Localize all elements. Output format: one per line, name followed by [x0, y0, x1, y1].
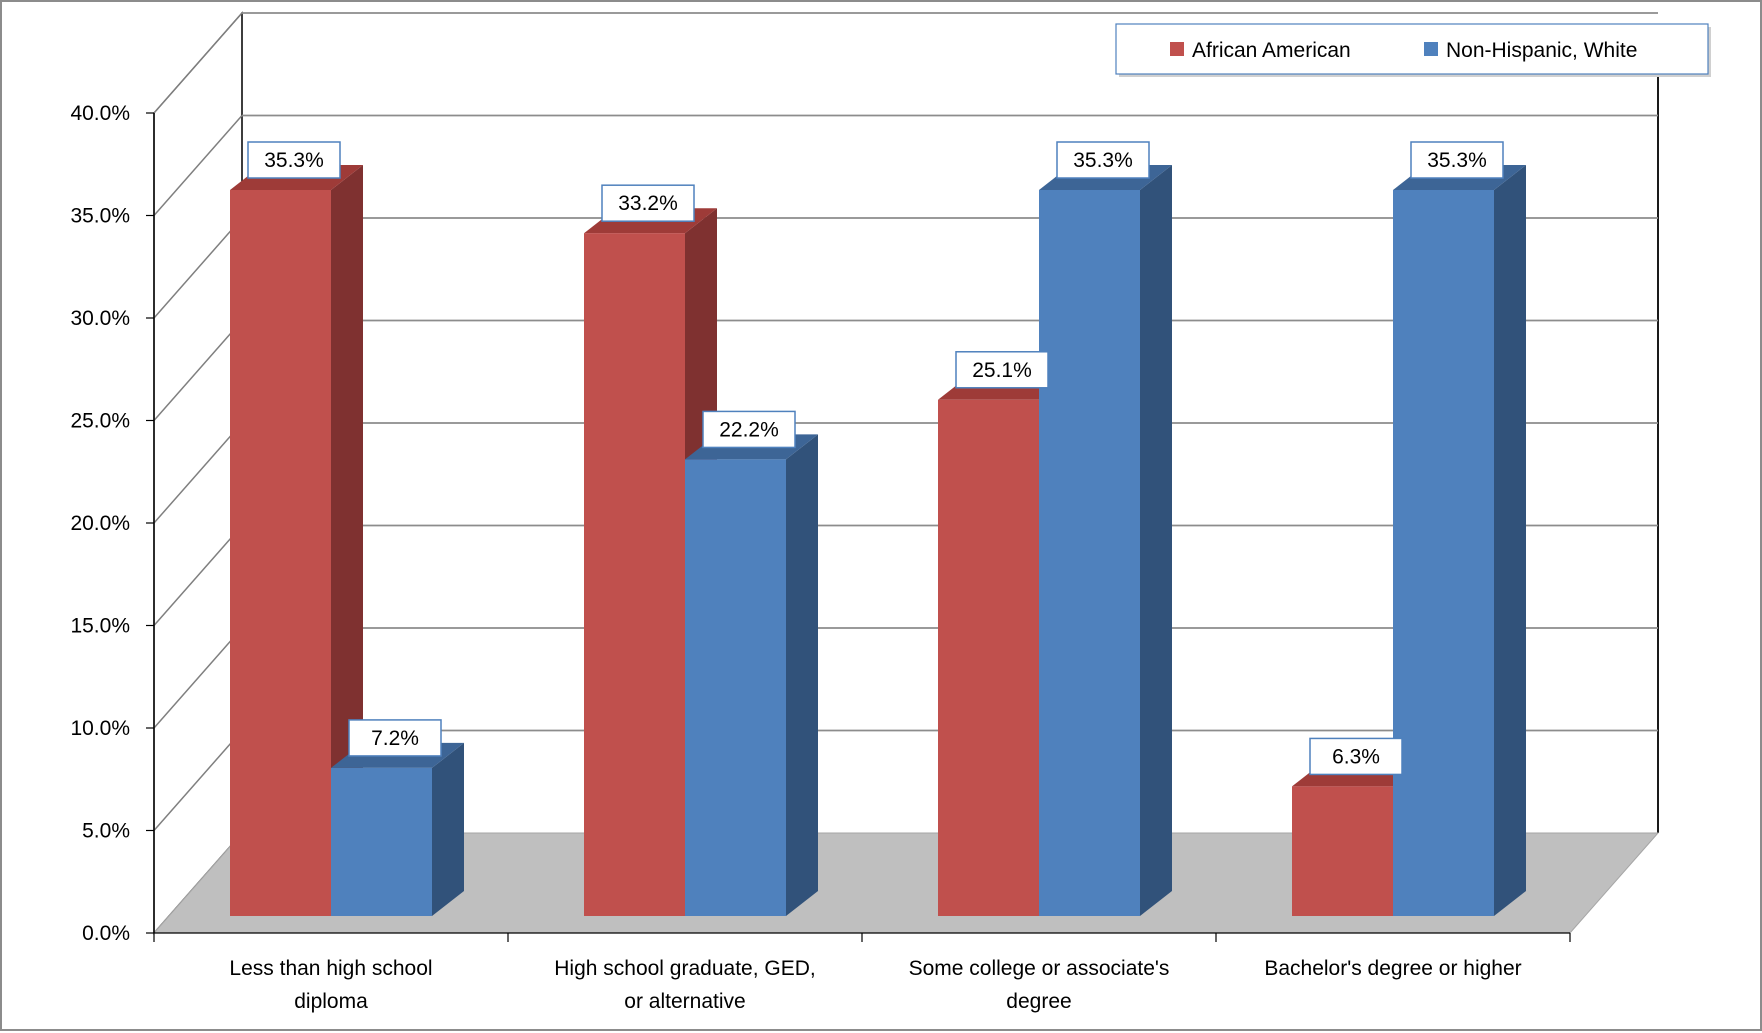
category-label: or alternative — [624, 990, 745, 1013]
data-labels: 35.3% 7.2% 33.2% 22.2% 25.1% 35.3% 6.3% 35.3% — [247, 141, 1504, 776]
y-tick-label: 30.0% — [70, 307, 130, 330]
gridline-side — [153, 627, 243, 729]
category-label: degree — [1006, 990, 1071, 1013]
y-tick-label: 20.0% — [70, 512, 130, 535]
bar-side — [786, 434, 818, 916]
data-label-box — [955, 351, 1049, 389]
bar — [685, 459, 786, 916]
gridline-side — [153, 217, 243, 319]
y-tick-label: 35.0% — [70, 205, 130, 228]
data-label-box — [702, 410, 796, 449]
data-label-box — [1309, 737, 1403, 776]
y-tick-label: 15.0% — [70, 615, 130, 638]
data-label-box — [348, 719, 442, 757]
data-label: 22.2% — [719, 418, 779, 441]
y-tick-label: 10.0% — [70, 717, 130, 740]
bars — [230, 165, 1526, 916]
category-label: High school graduate, GED, — [554, 957, 815, 980]
legend-label: African American — [1192, 39, 1351, 62]
legend-label: Non-Hispanic, White — [1446, 39, 1637, 62]
bar — [584, 233, 685, 916]
category-label: Less than high school — [229, 957, 432, 980]
axes: 0.0% 5.0% 10.0% 15.0% 20.0% 25.0% 30.0% 35.0% 40… — [70, 102, 1571, 1013]
bar — [331, 767, 432, 916]
data-label: 35.3% — [1073, 149, 1133, 172]
data-label-box — [601, 184, 695, 222]
y-tick-label: 5.0% — [82, 820, 130, 843]
gridline-side — [153, 320, 243, 421]
data-label-box — [247, 141, 341, 179]
category-label: Some college or associate's — [909, 957, 1170, 980]
gridline-side — [153, 422, 243, 524]
category-label: diploma — [294, 990, 368, 1013]
bar — [938, 399, 1039, 916]
data-label: 6.3% — [1332, 745, 1380, 768]
legend-box — [1115, 23, 1709, 75]
legend: African American Non-Hispanic, White — [1115, 23, 1711, 77]
gridline-side — [153, 115, 243, 216]
y-tick-label: 0.0% — [82, 922, 130, 945]
bar — [1039, 190, 1140, 916]
gridline-side — [153, 525, 243, 626]
legend-swatch — [1170, 42, 1184, 56]
data-label-box — [1056, 141, 1150, 179]
bar — [1393, 190, 1494, 916]
gridline-side — [153, 730, 243, 831]
gridline-side — [153, 12, 243, 114]
bar — [230, 190, 331, 916]
legend-swatch — [1424, 42, 1438, 56]
data-label: 35.3% — [1427, 149, 1487, 172]
data-label: 33.2% — [618, 192, 678, 215]
data-label-box — [1410, 141, 1504, 179]
data-label: 25.1% — [972, 359, 1032, 382]
bar — [1292, 786, 1393, 916]
bar-side — [1140, 165, 1172, 916]
category-label: Bachelor's degree or higher — [1264, 957, 1521, 980]
y-tick-label: 40.0% — [70, 102, 130, 125]
y-tick-label: 25.0% — [70, 410, 130, 433]
data-label: 7.2% — [371, 727, 419, 750]
data-label: 35.3% — [264, 149, 324, 172]
bar-side — [1494, 165, 1526, 916]
bar-side — [432, 742, 464, 916]
